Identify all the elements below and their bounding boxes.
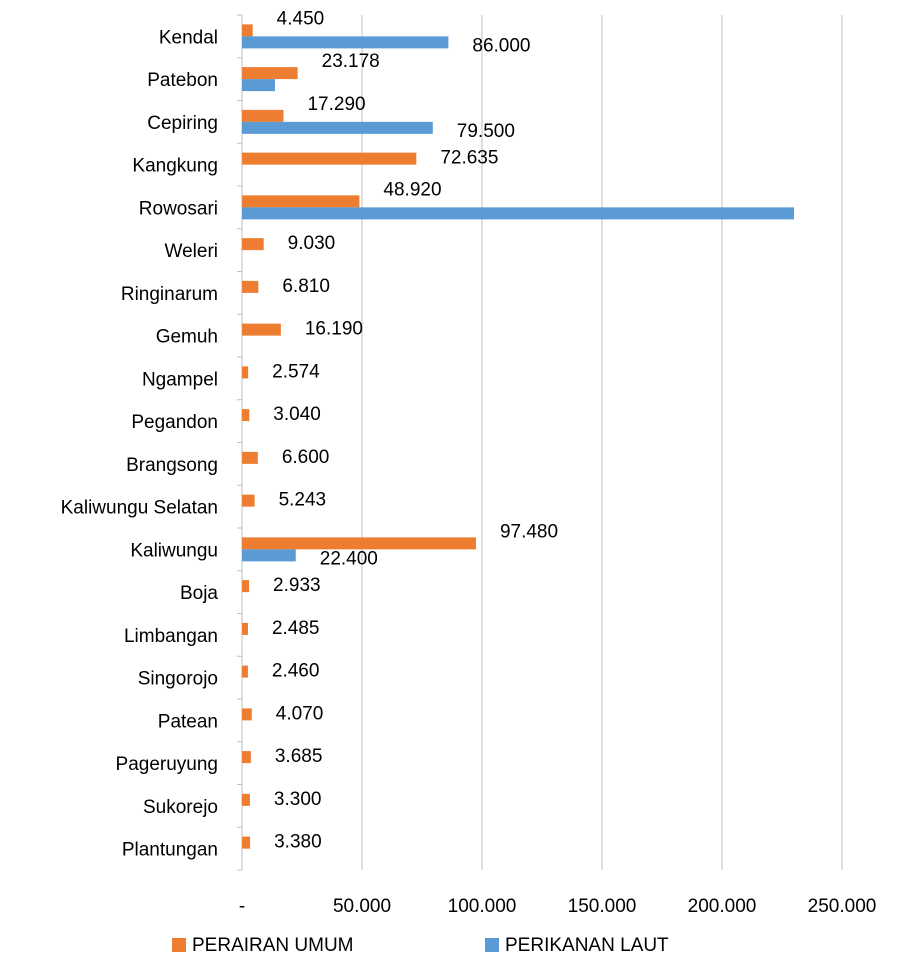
data-label: 48.920: [383, 179, 441, 200]
y-tick-label: Cepiring: [147, 113, 218, 134]
bar: [242, 751, 251, 764]
data-label: 2.574: [272, 361, 320, 382]
y-tick-label: Ringinarum: [121, 284, 218, 305]
data-label: 2.933: [273, 575, 321, 596]
data-label: 22.400: [320, 548, 378, 569]
bar: [242, 793, 250, 806]
y-tick-label: Ngampel: [142, 369, 218, 390]
data-label: 86.000: [472, 35, 530, 56]
bar: [242, 152, 417, 165]
y-tick-label: Patean: [158, 711, 218, 732]
x-tick-label: 100.000: [448, 896, 517, 917]
bar: [242, 79, 275, 92]
legend-swatch: [485, 938, 499, 952]
data-label: 16.190: [305, 319, 363, 340]
bar: [242, 238, 264, 251]
bar: [242, 121, 433, 134]
bar: [242, 708, 252, 721]
bar: [242, 207, 794, 220]
data-label: 6.600: [282, 447, 330, 468]
y-tick-label: Pegandon: [131, 412, 218, 433]
y-tick-label: Plantungan: [122, 840, 218, 861]
bar: [242, 36, 449, 49]
y-tick-label: Weleri: [165, 241, 219, 262]
bar: [242, 836, 251, 849]
data-label: 3.380: [274, 832, 322, 853]
y-tick-label: Kaliwungu: [130, 540, 218, 561]
y-tick-label: Sukorejo: [143, 797, 218, 818]
bar: [242, 67, 298, 80]
data-label: 2.485: [272, 618, 320, 639]
y-tick-label: Rowosari: [139, 198, 218, 219]
x-tick-label: 50.000: [333, 896, 391, 917]
x-tick-label: -: [239, 896, 245, 917]
bar: [242, 366, 249, 379]
bar: [242, 323, 281, 336]
bar: [242, 451, 258, 464]
y-tick-label: Boja: [180, 583, 218, 604]
legend-swatch: [172, 938, 186, 952]
y-tick-label: Limbangan: [124, 626, 218, 647]
y-tick-label: Gemuh: [156, 327, 218, 348]
data-label: 3.685: [275, 746, 323, 767]
data-label: 17.290: [307, 94, 365, 115]
data-label: 4.450: [277, 8, 325, 29]
bar: [242, 109, 284, 122]
data-label: 97.480: [500, 521, 558, 542]
bar: [242, 195, 360, 208]
legend-label: PERIKANAN LAUT: [505, 935, 669, 956]
bar: [242, 665, 248, 678]
legend-label: PERAIRAN UMUM: [192, 935, 354, 956]
x-tick-label: 250.000: [808, 896, 877, 917]
y-tick-label: Kangkung: [132, 156, 218, 177]
data-label: 6.810: [282, 276, 330, 297]
x-tick-label: 200.000: [688, 896, 757, 917]
data-label: 23.178: [322, 51, 380, 72]
y-tick-label: Kendal: [159, 27, 218, 48]
bar: [242, 580, 250, 593]
y-tick-label: Pageruyung: [116, 754, 218, 775]
bar: [242, 622, 248, 635]
bar: [242, 549, 296, 562]
data-label: 2.460: [272, 661, 320, 682]
bar: [242, 409, 250, 422]
y-tick-label: Brangsong: [126, 455, 218, 476]
y-tick-label: Singorojo: [138, 669, 218, 690]
data-label: 5.243: [279, 490, 327, 511]
y-tick-label: Patebon: [147, 70, 218, 91]
bar: [242, 494, 255, 507]
bar: [242, 280, 259, 293]
data-label: 72.635: [440, 148, 498, 169]
bar: [242, 24, 253, 37]
x-tick-label: 150.000: [568, 896, 637, 917]
y-tick-label: Kaliwungu Selatan: [61, 498, 218, 519]
data-label: 3.300: [274, 789, 322, 810]
data-label: 4.070: [276, 703, 324, 724]
data-label: 9.030: [288, 233, 336, 254]
bar: [242, 537, 476, 550]
data-label: 3.040: [273, 404, 321, 425]
data-label: 79.500: [457, 121, 515, 142]
